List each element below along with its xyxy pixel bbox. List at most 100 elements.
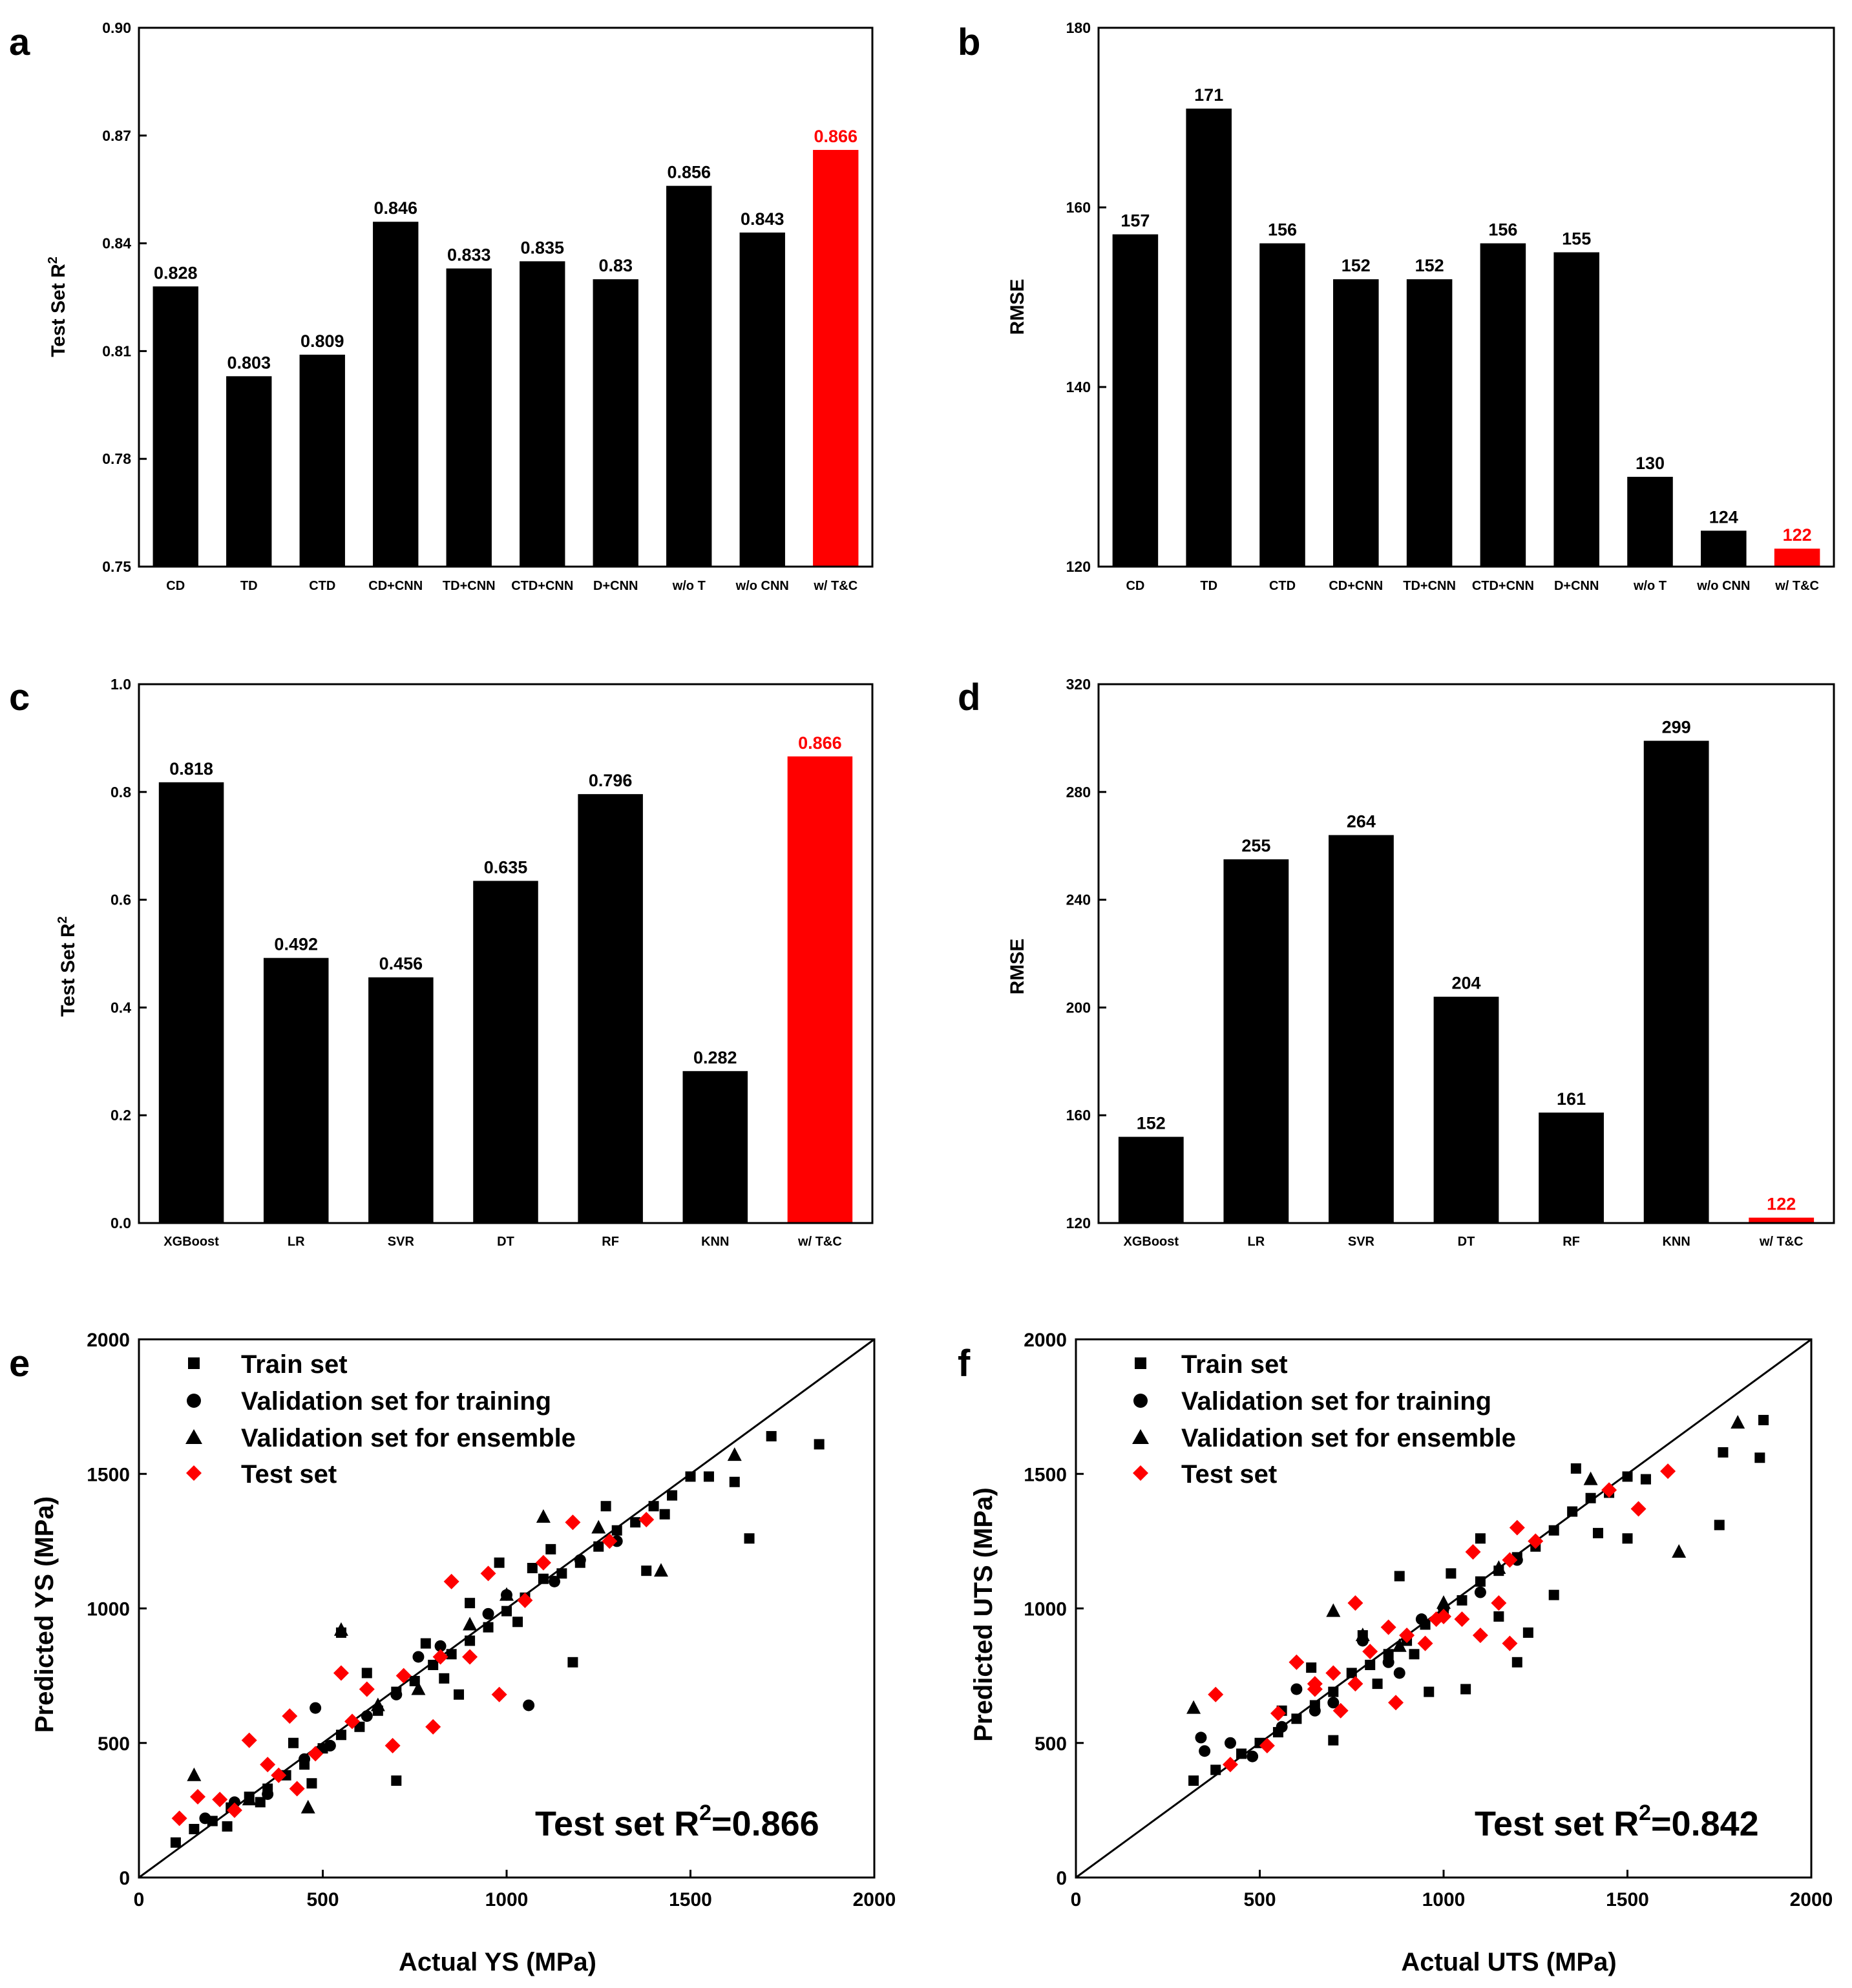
bar-value-label: 0.796 [589,771,633,790]
bar-value-label: 152 [1137,1114,1166,1133]
train-point [1409,1649,1420,1660]
bar-cd-cnn [1333,279,1379,567]
bar-value-label: 155 [1562,229,1591,249]
bar-value-label: 299 [1662,718,1691,737]
train-point [685,1471,696,1482]
x-tick-label: 1000 [1422,1889,1466,1910]
y-tick-label: 0.75 [102,558,131,575]
bar-value-label: 156 [1488,220,1517,240]
validation-training-point [1224,1737,1236,1749]
validation-ensemble-point [1583,1471,1598,1485]
category-label: TD+CNN [443,579,496,593]
validation-training-point [262,1788,274,1800]
y-tick-label: 120 [1066,558,1091,575]
validation-training-point [199,1812,211,1825]
x-axis-title-e: Actual YS (MPa) [399,1948,596,1976]
train-point [538,1573,549,1584]
validation-training-point [1327,1697,1340,1709]
test-point [1509,1520,1525,1536]
x-tick-label: 1000 [485,1889,529,1910]
train-point [454,1689,465,1700]
train-point [361,1668,372,1679]
bar-value-label: 0.456 [379,954,423,974]
test-point [359,1681,375,1697]
bar-dt [1433,996,1499,1223]
category-label: CD [1126,579,1144,593]
test-point [1259,1737,1275,1753]
x-tick-label: 2000 [853,1889,896,1910]
y-tick-label: 320 [1066,676,1091,693]
validation-ensemble-point [1392,1638,1407,1652]
plot-frame-e [138,1338,876,1879]
y-tick-label: 0.6 [110,892,131,908]
train-point [1291,1713,1302,1724]
train-point [567,1657,578,1668]
bar-w-t-c [1774,549,1820,567]
panel-f-chart: f Actual UTS (MPa) Predicted UTS (MPa) 0… [958,1330,1833,1976]
category-label: CD+CNN [368,579,423,593]
validation-ensemble-point [500,1587,514,1601]
bar-value-label: 0.856 [667,163,711,182]
validation-ensemble-point [1672,1544,1687,1558]
bar-d-cnn [1553,252,1599,567]
train-point [1758,1414,1769,1425]
category-label: SVR [1348,1235,1375,1249]
test-point [344,1713,361,1730]
y-tick-label: 1000 [1024,1599,1067,1620]
validation-training-point [574,1554,586,1566]
bar-value-label: 122 [1783,525,1812,545]
bar-td [1186,109,1232,567]
y-tick-label: 0.78 [102,450,131,467]
validation-ensemble-point [187,1767,202,1781]
validation-ensemble-point [333,1622,348,1636]
validation-ensemble-point [300,1799,315,1814]
bar-value-label: 255 [1241,836,1270,855]
bar-value-label: 0.83 [598,256,633,275]
plot-frame-a [138,26,874,568]
validation-training-point [310,1702,322,1714]
train-point [465,1598,476,1609]
validation-ensemble-point [653,1563,668,1577]
test-point [1601,1482,1617,1498]
y-tick-label: 0.90 [102,19,131,36]
test-point [260,1757,276,1773]
test-point [308,1746,324,1762]
bar-td [226,376,272,567]
validation-ensemble-point [1186,1700,1201,1714]
test-point [1347,1676,1363,1692]
category-label: w/ T&C [813,579,858,593]
test-point [443,1573,459,1589]
test-point [1454,1611,1470,1627]
bar-w-o-t [1627,477,1673,567]
plot-frame-b [1097,26,1835,568]
legend-label-train-f: Train set [1181,1350,1288,1379]
bar-td-cnn [1406,279,1453,567]
bar-value-label: 124 [1709,507,1738,527]
train-point [1567,1506,1578,1517]
bar-d-cnn [593,279,638,567]
bar-rf [578,794,643,1223]
bar-value-label: 157 [1121,211,1150,231]
panel-d-chart: d RMSE 120 160 200 240 280 320 152 255 264 204 16… [958,676,1835,1249]
train-point [527,1563,538,1574]
y-axis-title-a: Test Set R2 [46,256,69,357]
test-point [1502,1635,1518,1651]
train-point [1460,1684,1471,1695]
y-tick-label: 500 [1035,1733,1067,1755]
panel-a-chart: a Test Set R2 0.75 0.78 0.81 0.84 0.87 0.90 0… [9,19,874,593]
validation-ensemble-point [242,1792,257,1806]
category-label: SVR [388,1235,415,1249]
train-point [1714,1520,1725,1531]
validation-training-point [1195,1732,1207,1744]
bar-knn [1643,740,1709,1223]
test-point [1472,1627,1488,1644]
y-tick-label: 0.81 [102,342,131,359]
y-tick-label: 1500 [87,1464,130,1485]
validation-training-point [228,1796,240,1808]
legend-label-valtrain-f: Validation set for training [1181,1387,1491,1416]
bar-lr [263,957,329,1223]
x-axis-title-f: Actual UTS (MPa) [1401,1948,1616,1976]
train-point [611,1525,622,1536]
validation-ensemble-point [727,1447,742,1461]
y-tick-label: 1000 [87,1599,130,1620]
